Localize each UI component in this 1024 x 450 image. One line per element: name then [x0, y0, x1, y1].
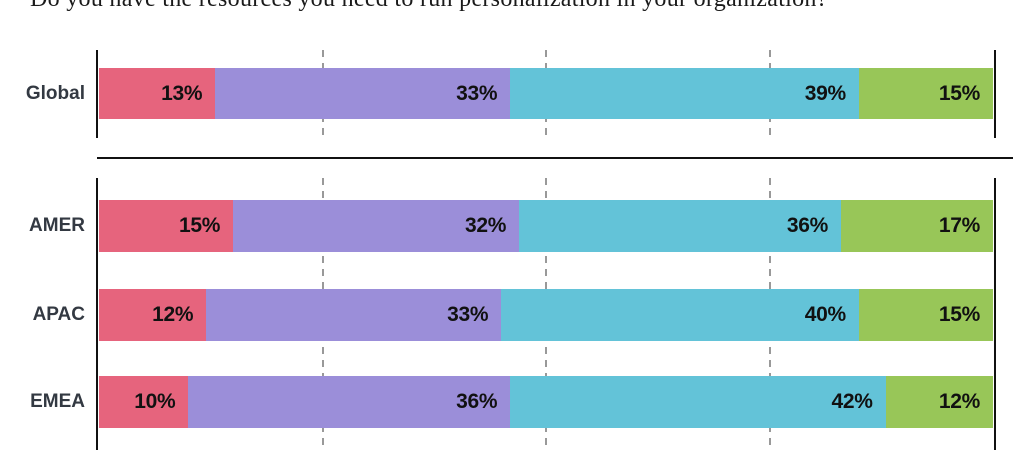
y-axis-line: [96, 178, 98, 450]
bar-segment: 36%: [519, 200, 841, 252]
bar-row-global: Global 13% 33% 39% 15%: [26, 68, 993, 119]
global-chart-section: Global 13% 33% 39% 15%: [26, 50, 996, 138]
bar-segment: 10%: [99, 376, 189, 428]
right-boundary-line: [994, 178, 996, 450]
segment-value-label: 36%: [456, 390, 498, 413]
segment-value-label: 39%: [804, 81, 846, 105]
segment-value-label: 33%: [447, 303, 489, 326]
bar-segment: 15%: [858, 68, 993, 119]
bar-segment: 42%: [510, 376, 886, 428]
row-label: AMER: [29, 215, 85, 236]
bar-row-amer: AMER 15% 32% 36% 17%: [29, 200, 993, 252]
segment-value-label: 42%: [831, 390, 873, 413]
segment-value-label: 15%: [178, 214, 221, 237]
bar-row-emea: EMEA 10% 36% 42% 12%: [30, 376, 993, 428]
bar-segment: 15%: [99, 200, 234, 252]
bar-row-apac: APAC 12% 33% 40% 15%: [33, 289, 993, 341]
row-label: Global: [25, 82, 85, 104]
bar-segment: 12%: [885, 376, 993, 428]
bar-segment: 15%: [858, 289, 993, 341]
segment-value-label: 12%: [938, 390, 980, 413]
segment-value-label: 40%: [804, 303, 846, 326]
bar-segment: 32%: [233, 200, 520, 252]
bar-segment: 33%: [206, 289, 502, 341]
segment-value-label: 32%: [465, 214, 507, 237]
segment-value-label: 13%: [161, 81, 203, 105]
row-label: EMEA: [30, 391, 85, 412]
bar-segment: 39%: [510, 68, 859, 119]
segment-value-label: 12%: [152, 303, 194, 326]
chart-title: Do you have the resources you need to ru…: [30, 0, 828, 13]
segment-value-label: 36%: [786, 214, 828, 237]
segment-value-label: 15%: [938, 81, 980, 105]
bar-segment: 12%: [99, 289, 207, 341]
regional-plot-area: AMER 15% 32% 36% 17% APAC 12% 33% 40% 15% EMEA 10% 3…: [29, 178, 996, 450]
bar-segment: 13%: [99, 68, 216, 119]
bar-segment: 17%: [841, 200, 993, 252]
row-label: APAC: [32, 304, 85, 325]
segment-value-label: 33%: [456, 81, 498, 105]
stacked-bar: 13% 33% 39% 15%: [99, 68, 993, 119]
stacked-bar: 10% 36% 42% 12%: [99, 376, 993, 428]
segment-value-label: 15%: [938, 303, 980, 326]
global-plot-area: Global 13% 33% 39% 15%: [26, 50, 996, 138]
y-axis-line: [96, 50, 98, 138]
section-divider: [97, 157, 1013, 159]
bar-segment: 33%: [215, 68, 511, 119]
stacked-bar: 12% 33% 40% 15%: [99, 289, 993, 341]
bar-segment: 40%: [501, 289, 859, 341]
segment-value-label: 17%: [938, 214, 980, 237]
bar-segment: 36%: [188, 376, 511, 428]
regional-chart-section: AMER 15% 32% 36% 17% APAC 12% 33% 40% 15% EMEA 10% 3…: [29, 178, 996, 450]
right-boundary-line: [994, 50, 996, 138]
stacked-bar: 15% 32% 36% 17%: [99, 200, 993, 252]
segment-value-label: 10%: [134, 390, 176, 413]
